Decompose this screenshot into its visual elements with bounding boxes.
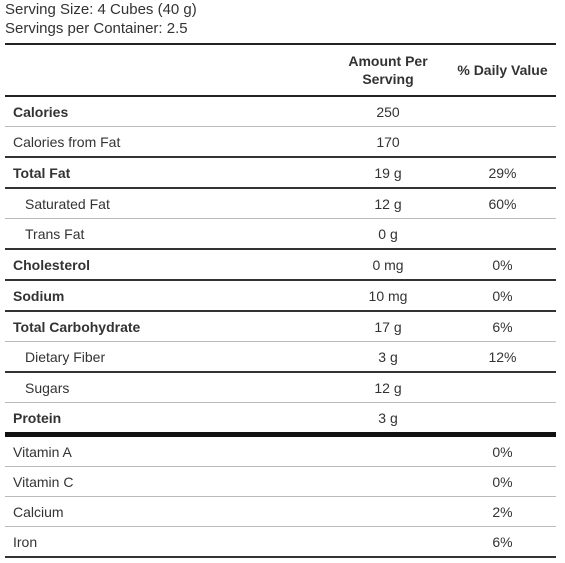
vitamin-name: Vitamin C: [5, 466, 327, 497]
nutrient-row-sugars: Sugars 12 g: [5, 372, 556, 403]
nutrient-daily-value: 0%: [449, 280, 556, 312]
nutrient-daily-value: 60%: [449, 188, 556, 219]
vitamin-amount: [327, 526, 449, 558]
nutrient-name: Protein: [5, 402, 327, 437]
nutrient-amount: 250: [327, 96, 449, 127]
vitamin-amount: [327, 466, 449, 497]
vitamin-row-iron: Iron 6%: [5, 526, 556, 558]
nutrient-name: Sugars: [5, 372, 327, 403]
vitamin-daily-value: 6%: [449, 526, 556, 558]
nutrient-name: Dietary Fiber: [5, 341, 327, 373]
nutrient-name: Cholesterol: [5, 249, 327, 281]
nutrient-row-calories-from-fat: Calories from Fat 170: [5, 126, 556, 158]
vitamin-row-vitamin-a: Vitamin A 0%: [5, 434, 556, 467]
nutrient-name: Saturated Fat: [5, 188, 327, 219]
nutrient-amount: 3 g: [327, 402, 449, 437]
amount-per-serving-header: Amount Per Serving: [327, 43, 449, 97]
table-header-row: Amount Per Serving % Daily Value: [5, 43, 556, 97]
vitamin-row-vitamin-c: Vitamin C 0%: [5, 466, 556, 497]
nutrient-daily-value: [449, 126, 556, 158]
nutrient-row-dietary-fiber: Dietary Fiber 3 g 12%: [5, 341, 556, 373]
nutrient-daily-value: 29%: [449, 157, 556, 189]
nutrient-amount: 12 g: [327, 372, 449, 403]
nutrient-name: Total Fat: [5, 157, 327, 189]
nutrient-daily-value: 12%: [449, 341, 556, 373]
vitamin-row-calcium: Calcium 2%: [5, 496, 556, 527]
nutrient-amount: 0 g: [327, 218, 449, 250]
nutrient-daily-value: [449, 96, 556, 127]
nutrient-name: Total Carbohydrate: [5, 311, 327, 342]
nutrient-row-trans-fat: Trans Fat 0 g: [5, 218, 556, 250]
nutrient-amount: 170: [327, 126, 449, 158]
nutrient-amount: 10 mg: [327, 280, 449, 312]
daily-value-header: % Daily Value: [449, 43, 556, 97]
nutrient-daily-value: [449, 372, 556, 403]
vitamin-amount: [327, 496, 449, 527]
nutrient-row-calories: Calories 250: [5, 96, 556, 127]
nutrient-name: Sodium: [5, 280, 327, 312]
vitamin-daily-value: 2%: [449, 496, 556, 527]
nutrient-name: Trans Fat: [5, 218, 327, 250]
nutrient-amount: 3 g: [327, 341, 449, 373]
nutrient-amount: 17 g: [327, 311, 449, 342]
nutrient-amount: 19 g: [327, 157, 449, 189]
vitamin-name: Vitamin A: [5, 434, 327, 467]
servings-per-container: Servings per Container: 2.5: [5, 20, 188, 37]
nutrient-amount: 12 g: [327, 188, 449, 219]
nutrient-row-total-fat: Total Fat 19 g 29%: [5, 157, 556, 189]
nutrient-row-cholesterol: Cholesterol 0 mg 0%: [5, 249, 556, 281]
vitamin-daily-value: 0%: [449, 466, 556, 497]
vitamin-daily-value: 0%: [449, 434, 556, 467]
nutrient-column-header: [5, 43, 327, 97]
nutrient-row-protein: Protein 3 g: [5, 402, 556, 437]
nutrient-daily-value: [449, 218, 556, 250]
vitamin-name: Calcium: [5, 496, 327, 527]
nutrient-daily-value: 0%: [449, 249, 556, 281]
nutrient-amount: 0 mg: [327, 249, 449, 281]
nutrient-row-saturated-fat: Saturated Fat 12 g 60%: [5, 188, 556, 219]
serving-size: Serving Size: 4 Cubes (40 g): [5, 1, 197, 18]
nutrient-row-total-carbohydrate: Total Carbohydrate 17 g 6%: [5, 311, 556, 342]
nutrient-daily-value: [449, 402, 556, 437]
vitamin-amount: [327, 434, 449, 467]
nutrient-daily-value: 6%: [449, 311, 556, 342]
nutrient-row-sodium: Sodium 10 mg 0%: [5, 280, 556, 312]
nutrition-facts-table: Amount Per Serving % Daily Value Calorie…: [5, 43, 556, 558]
nutrient-name: Calories: [5, 96, 327, 127]
nutrient-name: Calories from Fat: [5, 126, 327, 158]
vitamin-name: Iron: [5, 526, 327, 558]
